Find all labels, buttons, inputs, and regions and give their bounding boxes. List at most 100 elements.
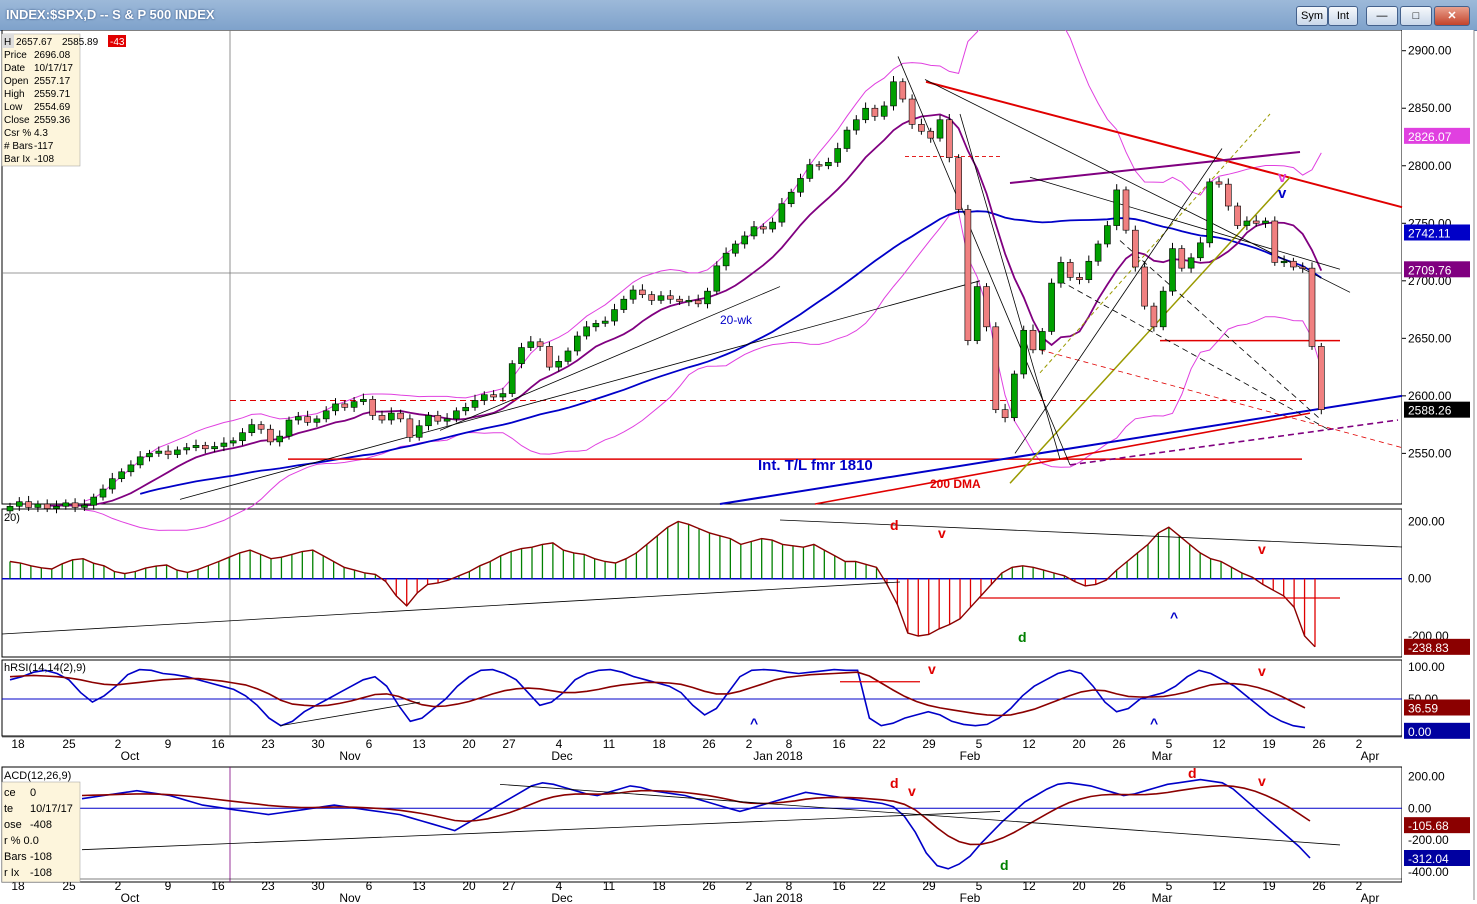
candle xyxy=(1104,225,1111,245)
candle xyxy=(834,148,842,163)
momentum-tag-box xyxy=(1404,638,1470,655)
candle xyxy=(983,286,990,328)
candle xyxy=(741,235,749,245)
x-month-label: Dec xyxy=(551,749,572,763)
candle xyxy=(611,309,618,322)
macd-info-label: te xyxy=(4,803,13,815)
macd-tag-box-1 xyxy=(1404,817,1470,834)
macd-info-value: 0 xyxy=(30,787,36,799)
candle xyxy=(136,456,144,466)
candle xyxy=(248,424,256,433)
black-dashed-2 xyxy=(1119,240,1321,420)
sym-label: Sym xyxy=(1301,10,1323,22)
candle xyxy=(304,416,311,423)
x-day-label: 5 xyxy=(976,879,983,893)
macd-tag-label-2: -312.04 xyxy=(1408,852,1449,866)
mom-annot-d: d xyxy=(890,517,899,533)
x-day-label: 8 xyxy=(786,879,793,893)
macd-panel-frame xyxy=(1,766,1403,883)
candle xyxy=(313,418,321,423)
macd-annot-v1: v xyxy=(908,783,916,799)
info-row-value: 10/17/17 xyxy=(34,63,73,74)
candle xyxy=(276,435,284,443)
x-day-label: 18 xyxy=(652,737,666,751)
candle xyxy=(499,393,507,398)
title-bar[interactable]: INDEX:$SPX,D -- S & P 500 INDEX Sym Int … xyxy=(0,0,1477,31)
close-button[interactable]: ✕ xyxy=(1434,6,1470,26)
intermediate-trendline xyxy=(719,394,1403,505)
macd-line-signal xyxy=(81,784,1311,846)
x-day-label: 25 xyxy=(62,737,76,751)
x-day-label: 4 xyxy=(556,879,563,893)
macd-info-value: -108 xyxy=(30,851,52,863)
candle xyxy=(1197,242,1204,259)
momentum-trendline-2 xyxy=(779,519,1403,548)
annotation-20wk: 20-wk xyxy=(720,313,753,327)
x-day-label: 27 xyxy=(502,879,516,893)
candle xyxy=(25,501,32,508)
candle xyxy=(71,502,79,508)
candle xyxy=(1187,257,1195,269)
candle xyxy=(360,399,367,402)
x-day-label: 19 xyxy=(1262,879,1276,893)
candle xyxy=(815,164,823,167)
x-day-label: 9 xyxy=(165,879,172,893)
purple-channel-top xyxy=(1009,150,1301,185)
sym-button[interactable]: Sym xyxy=(1296,6,1328,26)
candle xyxy=(843,129,851,149)
candle xyxy=(387,412,395,421)
int-button[interactable]: Int xyxy=(1328,6,1358,26)
rsi-annot-v1: v xyxy=(928,661,936,677)
x-month-label: Nov xyxy=(339,891,360,904)
candle xyxy=(1159,290,1167,328)
candle xyxy=(527,341,535,348)
macd-title: ACD(12,26,9) xyxy=(4,770,71,782)
candle xyxy=(936,119,944,139)
price-tick-label: 2650.00 xyxy=(1408,331,1452,345)
x-day-label: 16 xyxy=(211,879,225,893)
momentum-panel-frame xyxy=(1,508,1403,658)
x-day-label: 26 xyxy=(1112,737,1126,751)
candle xyxy=(62,502,70,507)
x-day-label: 26 xyxy=(1312,737,1326,751)
macd-tag-label-1: -105.68 xyxy=(1408,819,1449,833)
candle xyxy=(202,445,209,450)
rsi-tag-box-2 xyxy=(1404,722,1470,739)
candle xyxy=(1252,220,1260,224)
candle xyxy=(1122,189,1130,231)
stock-chart[interactable]: 2900.002850.002800.002750.002700.002650.… xyxy=(0,30,1477,904)
candle xyxy=(666,295,674,300)
x-day-label: 29 xyxy=(922,879,936,893)
candles xyxy=(6,76,1325,515)
info-row-value: 2557.17 xyxy=(34,76,71,87)
rsi-line-slow xyxy=(9,671,1306,717)
price-tick-label: 2550.00 xyxy=(1408,446,1452,460)
candle xyxy=(81,504,88,508)
x-day-label: 13 xyxy=(412,879,426,893)
candle xyxy=(955,157,962,210)
candle xyxy=(629,289,637,300)
maximize-button[interactable]: □ xyxy=(1400,6,1432,26)
rsi-tag-box-1 xyxy=(1404,699,1470,716)
black-fan-line-5 xyxy=(1029,176,1341,270)
black-fan-line-3 xyxy=(959,113,1061,460)
candle xyxy=(155,450,163,454)
rsi-panel-frame xyxy=(1,659,1403,737)
candle xyxy=(1066,262,1074,278)
x-month-label: Jan 2018 xyxy=(753,891,803,904)
x-month-label: Nov xyxy=(339,749,360,763)
minimize-button[interactable]: — xyxy=(1366,6,1398,26)
x-day-label: 26 xyxy=(1112,879,1126,893)
candle xyxy=(53,506,60,509)
candle xyxy=(508,363,516,394)
macd-annot-d2: d xyxy=(1000,857,1009,873)
mom-annot-d-green: d xyxy=(1018,629,1027,645)
x-month-label: Apr xyxy=(1361,891,1380,904)
candle xyxy=(341,403,349,408)
window-title: INDEX:$SPX,D -- S & P 500 INDEX xyxy=(6,7,215,22)
candle xyxy=(555,361,563,368)
price-axis: 2900.002850.002800.002750.002700.002650.… xyxy=(1402,44,1470,460)
candle xyxy=(713,265,721,292)
rsi-annot-v2: v xyxy=(1258,663,1266,679)
macd-info-value: -408 xyxy=(30,819,52,831)
